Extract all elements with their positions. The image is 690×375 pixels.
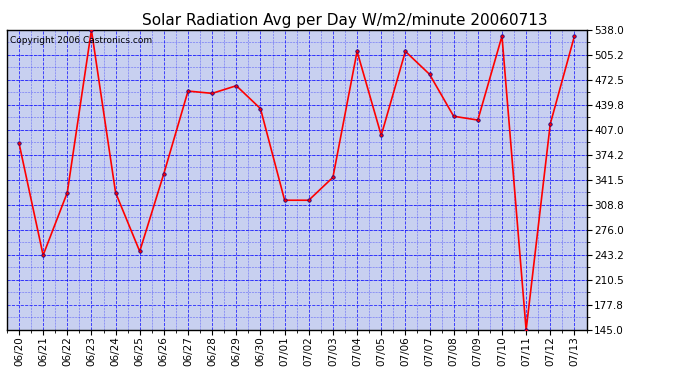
Text: Solar Radiation Avg per Day W/m2/minute 20060713: Solar Radiation Avg per Day W/m2/minute … <box>142 13 548 28</box>
Text: Copyright 2006 Castronics.com: Copyright 2006 Castronics.com <box>10 36 152 45</box>
